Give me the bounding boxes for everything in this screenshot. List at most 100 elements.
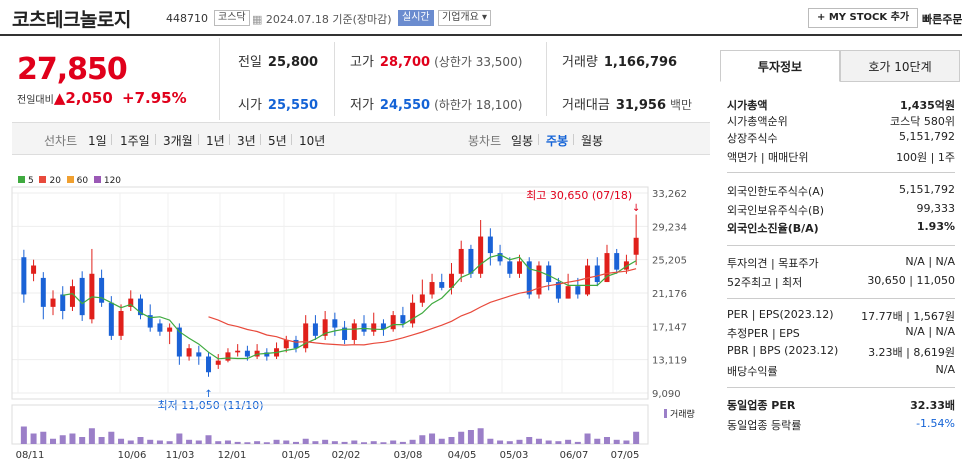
y-tick-label: 9,090	[652, 389, 681, 400]
volume-bar	[390, 440, 397, 444]
realtime-button[interactable]: 실시간	[398, 10, 434, 26]
x-tick-label: 10/06	[118, 450, 147, 461]
volume-bar	[409, 439, 416, 444]
volume-bar	[283, 440, 290, 444]
y-tick-label: 21,176	[652, 289, 687, 300]
info-row-value: 17.77배 | 1,567원	[861, 310, 955, 323]
volume-bar	[506, 441, 513, 444]
candle-chart-label: 봉차트	[468, 134, 502, 148]
info-row: 외국인소진율(B/A) 1.93%	[727, 220, 955, 236]
volume-bar	[341, 441, 348, 444]
candle	[468, 248, 474, 274]
stat-volume: 거래량 1,166,796	[562, 51, 677, 70]
info-row-value: 5,151,792	[899, 183, 955, 196]
volume-bar	[584, 433, 591, 444]
price-box: 27,850 전일대비▲2,050 +7.95%	[12, 38, 220, 120]
period-tab-3y[interactable]: 3년	[237, 134, 256, 148]
candle	[79, 277, 85, 316]
x-tick-label: 08/11	[16, 450, 45, 461]
candle	[390, 315, 396, 330]
stat-prev-label: 전일	[238, 55, 262, 70]
candle	[60, 294, 66, 312]
stat-amount-label: 거래대금	[562, 98, 610, 113]
candle	[186, 348, 192, 357]
candle	[322, 319, 328, 336]
stock-name: 코츠테크놀로지	[12, 9, 131, 31]
volume-bar	[594, 438, 601, 444]
legend-ma120: 120	[93, 176, 121, 186]
candle	[517, 261, 523, 274]
info-row-label: 투자의견 | 목표주가	[727, 257, 819, 270]
stat-amount: 거래대금 31,956 백만	[562, 94, 692, 113]
info-row-value: -1.54%	[916, 417, 955, 430]
volume-bar	[215, 441, 222, 444]
x-tick-label: 06/07	[560, 450, 589, 461]
volume-bar	[118, 438, 125, 444]
volume-bar	[79, 437, 86, 444]
info-row-label: PBR | BPS (2023.12)	[727, 344, 839, 357]
volume-bar	[429, 433, 436, 444]
info-row-value: 100원 | 1주	[896, 151, 955, 164]
info-row-label: 외국인한도주식수(A)	[727, 185, 825, 198]
period-tab-3m[interactable]: 3개월	[163, 134, 193, 148]
y-tick-label: 13,119	[652, 356, 687, 367]
volume-bar	[623, 440, 630, 444]
candle	[108, 302, 114, 336]
volume-bar	[380, 442, 387, 444]
volume-bar	[438, 438, 445, 444]
info-row-value: 3.23배 | 8,619원	[868, 346, 955, 359]
volume-bar	[458, 431, 465, 444]
quick-order-button[interactable]: 빠른주문	[922, 13, 962, 26]
high-annotation: 최고 30,650 (07/18)	[526, 189, 632, 202]
legend-ma5: 5	[18, 176, 34, 186]
company-overview-button[interactable]: 기업개요 ▾	[438, 10, 492, 26]
period-tab-10y[interactable]: 10년	[299, 134, 326, 148]
high-arrow: ↓	[632, 203, 640, 214]
candle-tab-monthly[interactable]: 월봉	[581, 134, 604, 148]
info-row: PBR | BPS (2023.12) 3.23배 | 8,619원	[727, 344, 955, 360]
volume-bar	[244, 442, 251, 444]
period-tab-1y[interactable]: 1년	[206, 134, 225, 148]
x-tick-label: 04/05	[448, 450, 477, 461]
info-row-value: 32.33배	[910, 399, 955, 412]
volume-bar	[467, 430, 474, 444]
base-date-text: 2024.07.18 기준(장마감)	[265, 13, 392, 26]
y-tick-label: 29,234	[652, 222, 687, 233]
candle	[351, 323, 357, 340]
volume-bar	[156, 440, 163, 444]
line-chart-label: 선차트	[44, 134, 78, 148]
stock-chart[interactable]: 33,262 29,234 25,205 21,176 17,147 13,119 9,09…	[0, 185, 712, 463]
candle	[50, 298, 56, 307]
candle-tab-weekly[interactable]: 주봉	[546, 134, 569, 148]
info-row-value: N/A	[935, 363, 955, 376]
volume-bar	[516, 439, 523, 444]
volume-bar	[205, 435, 212, 444]
candle	[400, 315, 406, 324]
candle	[225, 352, 231, 361]
legend: 5 20 60 120	[18, 176, 121, 186]
tab-orderbook[interactable]: 호가 10단계	[840, 50, 960, 82]
info-row: 외국인한도주식수(A) 5,151,792	[727, 183, 955, 199]
candle	[99, 277, 105, 303]
investment-panel: 투자정보 호가 10단계 시가총액 1,435억원 시가총액순위 코스닥 580위 상장…	[720, 50, 962, 463]
period-tab-5y[interactable]: 5년	[268, 134, 287, 148]
period-tab-1d[interactable]: 1일	[88, 134, 107, 148]
candle-tab-daily[interactable]: 일봉	[511, 134, 534, 148]
volume-bar	[322, 439, 329, 444]
volume-bar	[545, 440, 552, 444]
tab-investment-info[interactable]: 투자정보	[720, 50, 840, 82]
candle	[283, 339, 289, 349]
candle	[118, 311, 124, 336]
price-change: 전일대비▲2,050 +7.95%	[17, 89, 187, 107]
period-tab-1w[interactable]: 1주일	[120, 134, 150, 148]
candle	[128, 298, 134, 307]
volume-label: 거래량	[664, 407, 695, 420]
volume-bar	[195, 440, 202, 444]
info-row: 동일업종 PER 32.33배	[727, 397, 955, 413]
info-row: 외국인보유주식수(B) 99,333	[727, 202, 955, 218]
add-mystock-button[interactable]: + MY STOCK 추가	[808, 8, 919, 28]
candle	[546, 265, 552, 283]
info-row-label: 52주최고 | 최저	[727, 276, 803, 289]
volume-bar	[351, 440, 358, 444]
candle	[293, 339, 299, 349]
